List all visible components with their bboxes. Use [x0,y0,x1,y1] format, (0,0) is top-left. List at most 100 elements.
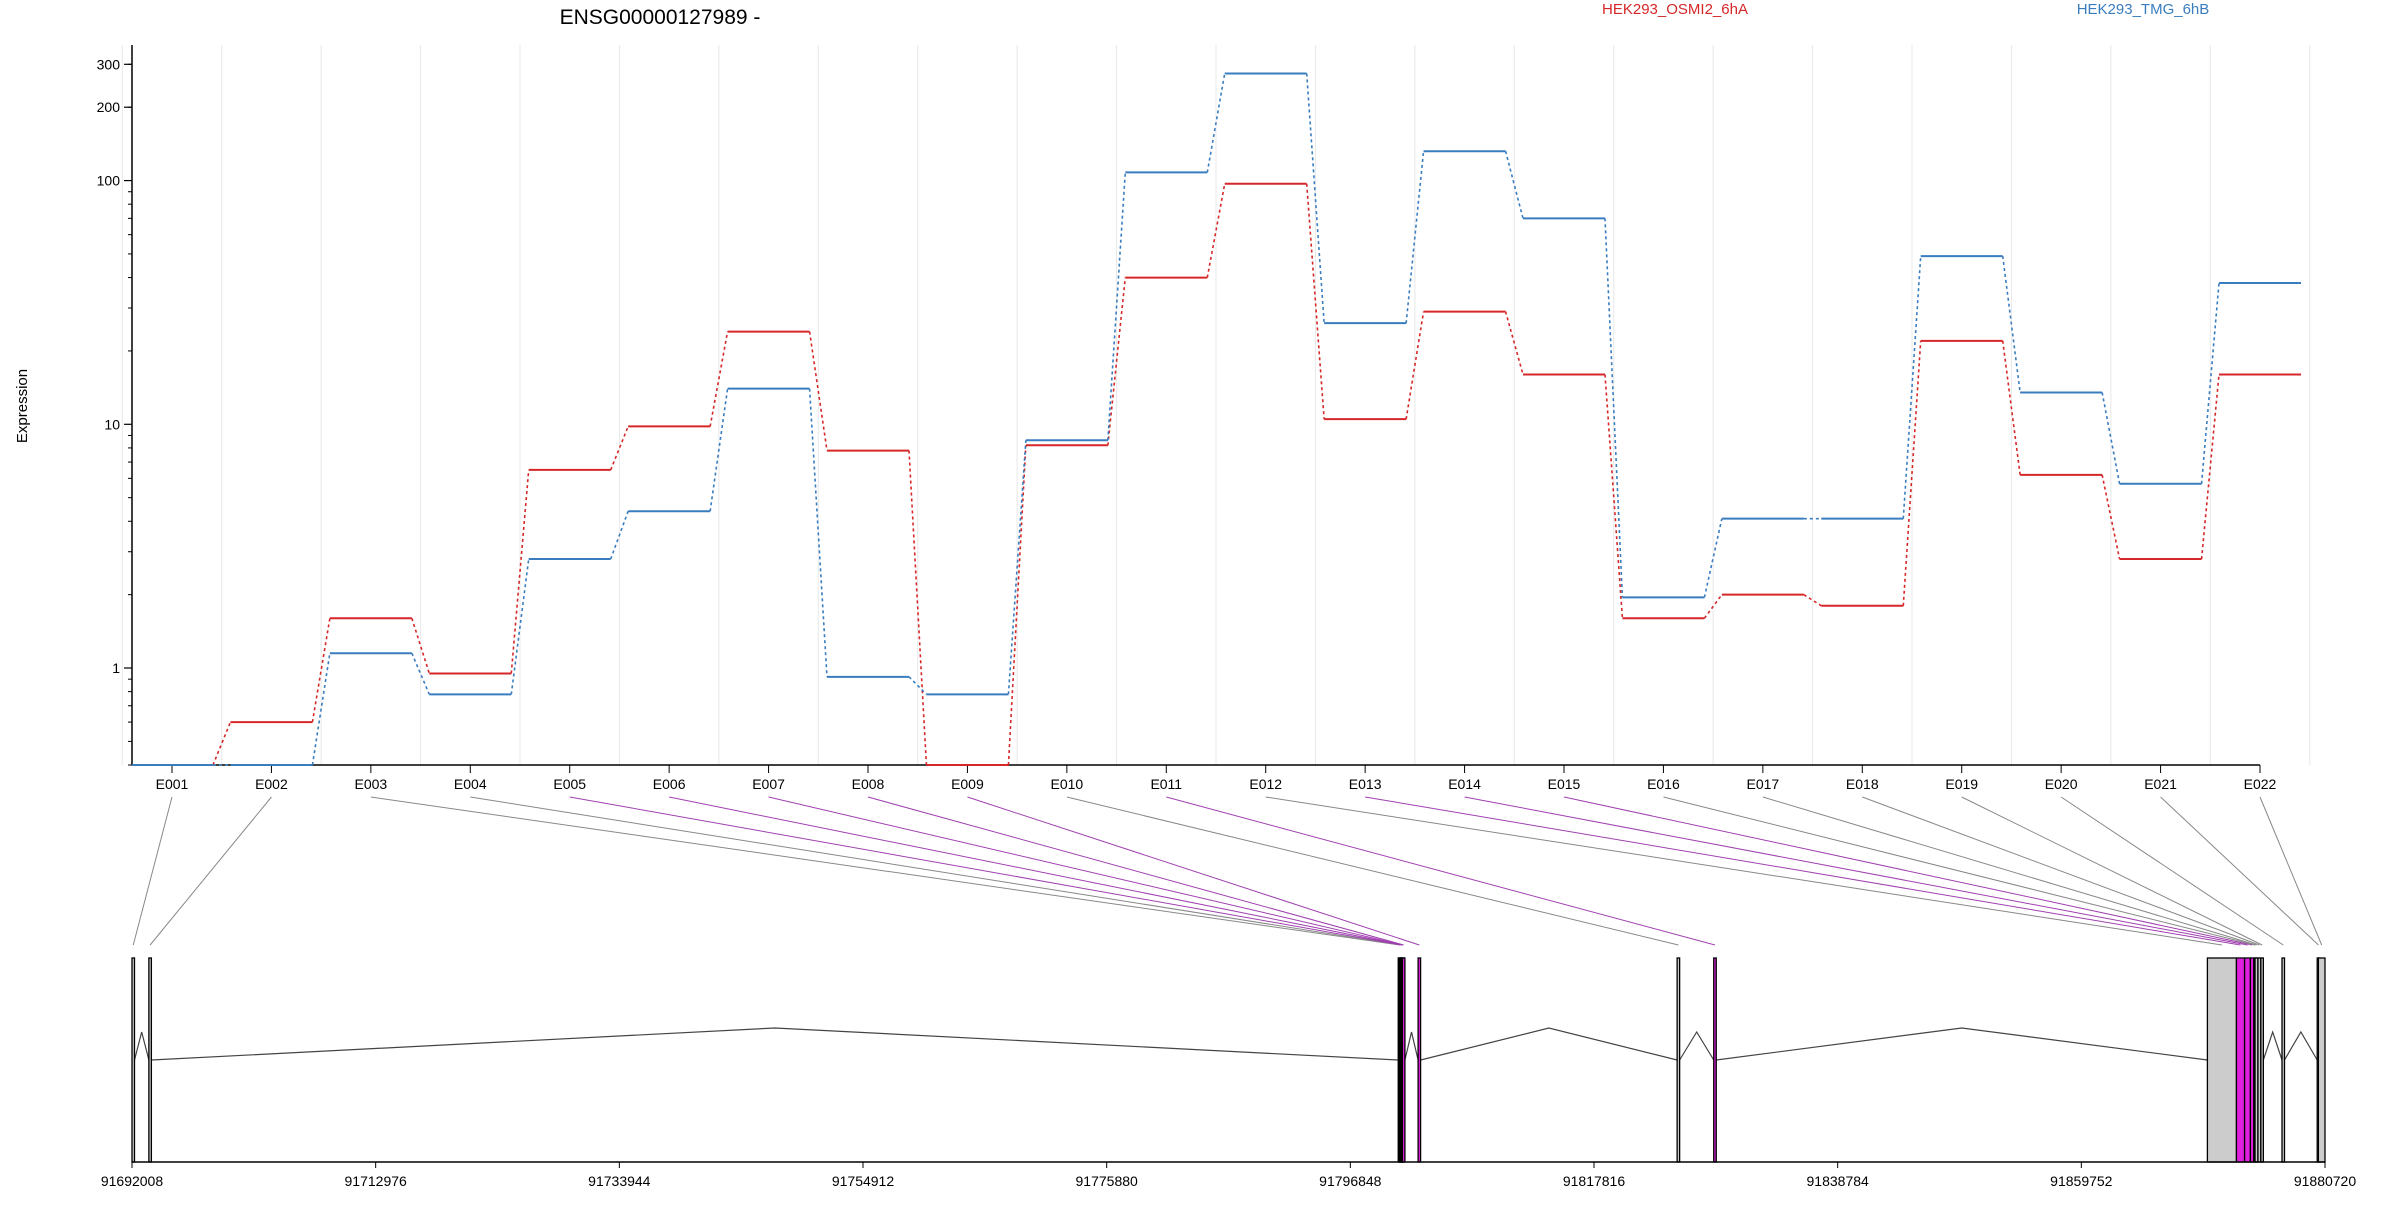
series-0-connector [908,450,928,766]
exon-connector-line [569,796,1402,946]
exon-box [2206,957,2238,1163]
exon-box [2243,957,2252,1163]
x-tick-label: E011 [1150,776,1182,792]
plot-axes: 1 10 100 200 300 E001 E002 E003 E004 E005 E006 E007… [97,45,2277,792]
series-0-connector [1007,445,1027,766]
y-tick-label: 10 [104,416,120,432]
series-1-connector [411,652,431,695]
series-1-connector [1902,256,1922,519]
y-axis-label: Expression [14,369,31,443]
exon-connector-line [1563,796,2253,946]
intron-line [1679,1030,1715,1061]
exon-connector-line [1166,796,1716,946]
coordinate-tick-label: 91733944 [588,1173,651,1189]
x-tick-label: E001 [156,776,189,792]
exon-box [1417,957,1422,1163]
series-0-connector [510,469,530,674]
coordinate-tick-label: 91712976 [345,1173,408,1189]
exon-box [2235,957,2246,1163]
exon-connector-line [967,796,1420,946]
exon-connector-line [149,796,272,946]
x-tick-label: E013 [1349,776,1382,792]
series-0-connector [212,721,232,766]
x-tick-label: E016 [1647,776,1680,792]
y-tick-label: 1 [112,660,120,676]
coordinate-tick-label: 91796848 [1319,1173,1382,1189]
series-1-connector [709,388,729,512]
exon-connector-line [1464,796,2248,946]
x-tick-label: E010 [1051,776,1084,792]
x-tick-label: E004 [454,776,487,792]
series-1-connector [908,676,927,695]
x-tick-label: E006 [653,776,686,792]
x-tick-label: E003 [355,776,388,792]
exon-box [148,957,153,1163]
x-tick-label: E009 [951,776,984,792]
x-tick-label: E008 [852,776,885,792]
series-1-connector [808,388,828,677]
series-0-connector [2101,474,2121,560]
coordinate-tick-label: 91880720 [2294,1173,2357,1189]
x-tick-label: E005 [553,776,586,792]
x-tick-label: E018 [1846,776,1879,792]
series-0-connector [2200,374,2220,560]
x-tick-label: E020 [2045,776,2078,792]
x-tick-label: E017 [1747,776,1780,792]
series-1-connector [1405,151,1425,324]
series-0-connector [609,426,629,471]
exon-box [2281,957,2286,1163]
exon-connector-line [867,796,1404,946]
intron-line [2262,1030,2283,1061]
y-tick-label: 100 [97,173,121,189]
coordinate-tick-label: 91817816 [1563,1173,1626,1189]
series-1-connector [609,510,629,560]
coordinate-tick-label: 91775880 [1076,1173,1139,1189]
coordinate-tick-label: 91754912 [832,1173,895,1189]
exon-connector-line [470,796,1401,946]
vertical-grid [121,45,2311,765]
coordinate-tick-label: 91838784 [1807,1173,1870,1189]
exon-box [1713,957,1717,1163]
exon-connector-line [1862,796,2260,946]
x-tick-label: E022 [2244,776,2277,792]
series-0-connector [1604,374,1624,619]
series-1-connector [1007,440,1027,695]
series-0-connector [1405,311,1425,420]
exon-connector-line [1066,796,1679,946]
series-0-connector [2001,340,2021,475]
series-0-connector [411,618,431,674]
series-1-connector [1703,518,1723,598]
exon-box [2317,957,2326,1163]
series-1-connector [2001,255,2021,393]
exon-connector-line [1663,796,2256,946]
x-tick-label: E019 [1945,776,1978,792]
series-0-connector [1902,340,1922,606]
x-tick-label: E015 [1548,776,1581,792]
series-1-connector [510,558,530,695]
exon-connector-line [768,796,1404,946]
intron-line [1420,1027,1678,1061]
legend-series-0: HEK293_OSMI2_6hA [1602,1,1748,18]
series-1 [132,72,2301,766]
y-tick-label: 300 [97,56,121,72]
intron-line [1404,1031,1419,1061]
coordinate-tick-label: 91859752 [2050,1173,2113,1189]
exon-connector-line [2060,796,2284,946]
gene-model: 91692008 91712976 91733944 91754912 91775880… [101,957,2357,1189]
exon-connector-line [1265,796,2222,946]
y-tick-label: 200 [97,99,121,115]
series-0-connector [1206,183,1226,278]
legend-series-1: HEK293_TMG_6hB [2077,1,2210,18]
x-tick-label: E021 [2144,776,2177,792]
exon-connector-line [669,796,1403,946]
series-0-connector [709,331,729,427]
x-tick-label: E014 [1448,776,1481,792]
intron-line [151,1027,1399,1061]
exon-box [2260,957,2265,1163]
series-lines [132,72,2301,766]
exon-box [1676,957,1681,1163]
intron-line [2283,1030,2318,1061]
x-tick-label: E012 [1249,776,1282,792]
